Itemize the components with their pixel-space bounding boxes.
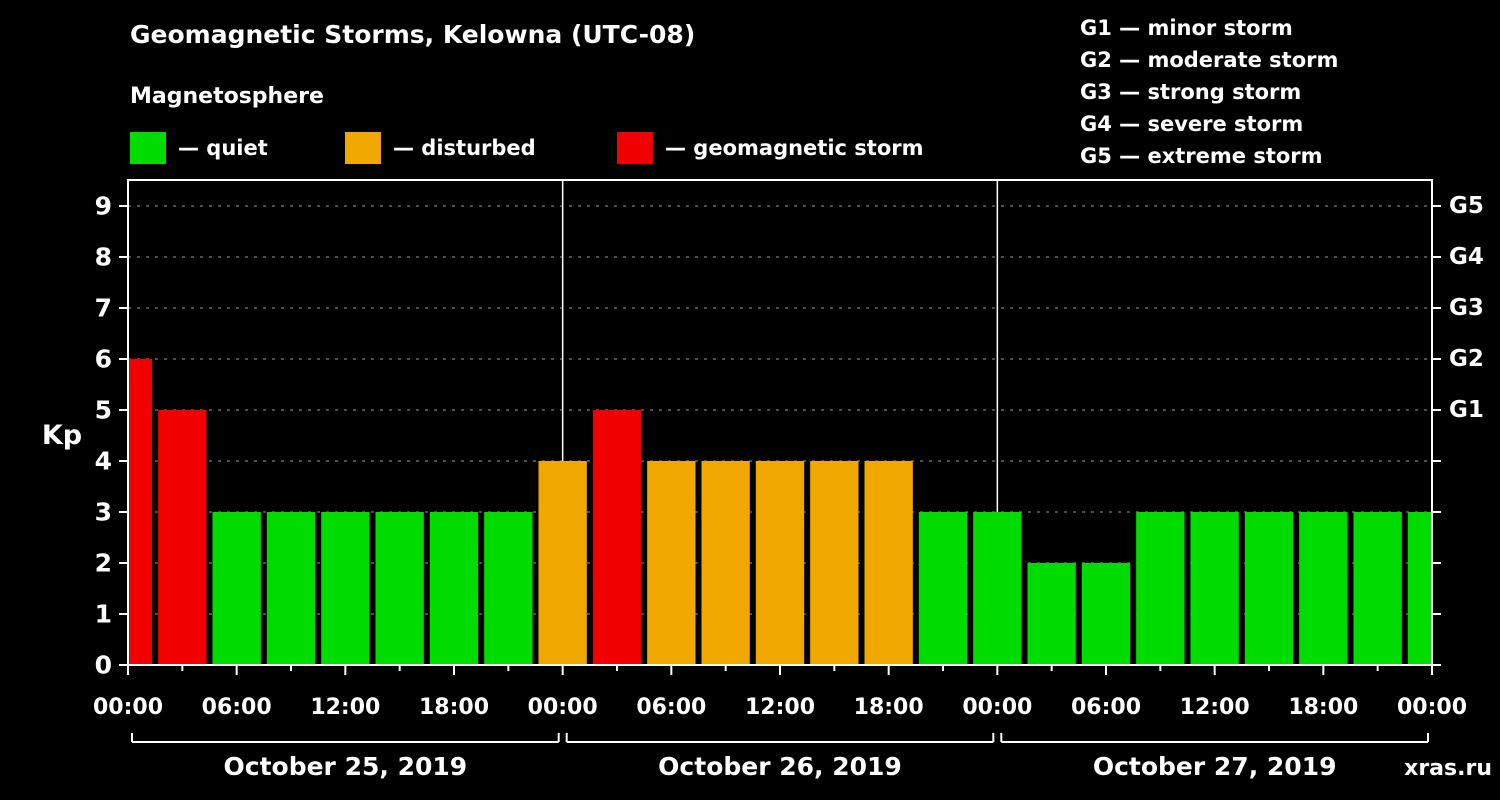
time-axis-label: 12:00 <box>745 695 815 720</box>
legend-label-quiet: — quiet <box>178 136 268 160</box>
kp-bar <box>158 410 207 665</box>
g-scale-label: G1 <box>1449 397 1484 423</box>
kp-bar <box>321 512 370 665</box>
storm-scale-legend: G1 — minor storm G2 — moderate storm G3 … <box>1080 12 1338 172</box>
y-axis-label: 6 <box>95 345 112 374</box>
legend-item-quiet: — quiet <box>130 132 268 164</box>
legend-item-disturbed: — disturbed <box>345 132 536 164</box>
kp-bar <box>755 461 805 665</box>
kp-bar <box>1299 512 1348 665</box>
time-axis-label: 18:00 <box>1288 695 1358 720</box>
time-axis-label: 06:00 <box>1071 695 1141 720</box>
kp-bar <box>592 410 642 665</box>
g-scale-label: G3 <box>1449 295 1484 321</box>
y-axis-label: 5 <box>95 396 112 425</box>
y-axis-label: 1 <box>95 600 112 629</box>
y-axis-label: 4 <box>95 447 112 476</box>
y-axis-label: 8 <box>95 243 112 272</box>
legend-label-storm: — geomagnetic storm <box>665 136 924 160</box>
g-scale-label: G5 <box>1449 193 1484 219</box>
g2-legend-line: G2 — moderate storm <box>1080 48 1339 72</box>
magnetosphere-label: Magnetosphere <box>130 84 324 109</box>
kp-bar <box>701 461 750 665</box>
kp-bar <box>1136 512 1185 665</box>
y-axis-label: 2 <box>95 549 112 578</box>
g5-legend-line: G5 — extreme storm <box>1080 144 1323 168</box>
y-axis-label: 3 <box>95 498 112 527</box>
time-axis-label: 00:00 <box>962 695 1032 720</box>
y-axis-label: 0 <box>95 651 112 680</box>
g-scale-label: G4 <box>1449 244 1484 270</box>
kp-bar <box>973 512 1022 665</box>
time-axis-label: 12:00 <box>310 695 380 720</box>
date-label: October 27, 2019 <box>1093 752 1337 781</box>
quiet-color-swatch <box>130 132 166 164</box>
y-axis-label: 7 <box>95 294 112 323</box>
g-scale-label: G2 <box>1449 346 1484 372</box>
time-axis-label: 18:00 <box>854 695 924 720</box>
time-axis-label: 06:00 <box>636 695 706 720</box>
kp-bar <box>128 359 153 665</box>
kp-bar <box>1027 563 1076 665</box>
kp-bar <box>538 461 587 665</box>
kp-bar <box>1407 512 1432 665</box>
legend-item-storm: — geomagnetic storm <box>617 132 924 164</box>
kp-bar <box>1190 512 1239 665</box>
kp-bar <box>429 512 479 665</box>
kp-bar <box>266 512 316 665</box>
storm-color-swatch <box>617 132 653 164</box>
g4-legend-line: G4 — severe storm <box>1080 112 1304 136</box>
time-axis-label: 00:00 <box>93 695 163 720</box>
time-axis-label: 18:00 <box>419 695 489 720</box>
kp-bar <box>1081 563 1131 665</box>
page-title: Geomagnetic Storms, Kelowna (UTC-08) <box>130 20 696 49</box>
time-axis-label: 12:00 <box>1180 695 1250 720</box>
g1-legend-line: G1 — minor storm <box>1080 16 1293 40</box>
watermark: xras.ru <box>1404 756 1492 781</box>
date-label: October 25, 2019 <box>224 752 468 781</box>
g3-legend-line: G3 — strong storm <box>1080 80 1302 104</box>
kp-axis-title: Kp <box>42 420 82 451</box>
kp-bar <box>864 461 913 665</box>
time-axis-label: 06:00 <box>202 695 272 720</box>
time-axis-label: 00:00 <box>1397 695 1467 720</box>
kp-bar <box>810 461 859 665</box>
kp-bar <box>375 512 424 665</box>
kp-bar <box>484 512 533 665</box>
kp-bar <box>212 512 261 665</box>
time-axis-label: 00:00 <box>528 695 598 720</box>
date-label: October 26, 2019 <box>658 752 902 781</box>
legend-label-disturbed: — disturbed <box>393 136 536 160</box>
disturbed-color-swatch <box>345 132 381 164</box>
y-axis-label: 9 <box>95 192 112 221</box>
kp-bar <box>918 512 968 665</box>
kp-bar <box>1244 512 1294 665</box>
kp-bar <box>647 461 696 665</box>
kp-bar <box>1353 512 1402 665</box>
